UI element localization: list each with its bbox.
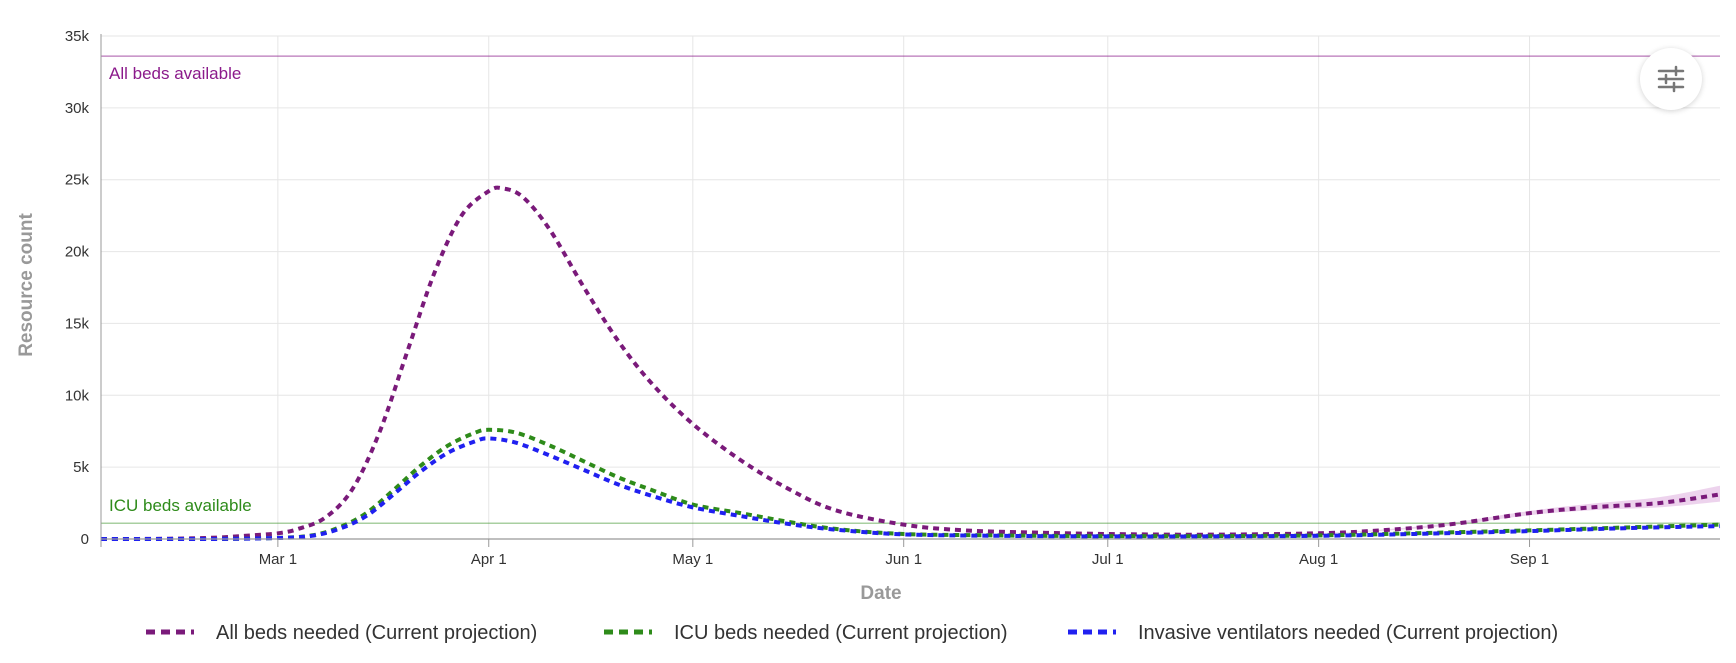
series-line-1: [100, 185, 1721, 541]
y-tick-label: 0: [81, 531, 89, 548]
y-tick-label: 5k: [73, 459, 89, 476]
y-tick-label: 30k: [65, 100, 90, 117]
legend: All beds needed (Current projection) ICU …: [146, 622, 1558, 644]
reference-line-label: All beds available: [109, 64, 241, 83]
series-line-3: [100, 436, 1721, 541]
y-axis-title: Resource count: [16, 213, 37, 357]
reference-line-label: ICU beds available: [109, 496, 252, 515]
x-tick-label: May 1: [672, 551, 713, 568]
reference-lines: All beds available ICU beds available: [101, 55, 1720, 524]
axes: 0 5k 10k 15k 20k 25k 30k 35k Mar 1 Apr 1 May 1 Jun …: [65, 28, 1720, 568]
y-tick-label: 25k: [65, 172, 90, 189]
y-tick-label: 35k: [65, 28, 90, 45]
y-tick-label: 10k: [65, 387, 90, 404]
x-tick-label: Apr 1: [471, 551, 507, 568]
sliders-icon: [1657, 65, 1685, 93]
chart-settings-button[interactable]: [1640, 48, 1702, 110]
y-tick-label: 20k: [65, 244, 90, 261]
legend-item-label[interactable]: ICU beds needed (Current projection): [674, 622, 1008, 644]
legend-item-label[interactable]: All beds needed (Current projection): [216, 622, 537, 644]
x-tick-label: Sep 1: [1510, 551, 1549, 568]
series-lines: [100, 185, 1721, 541]
uncertainty-bands: [101, 187, 1720, 539]
x-tick-label: Aug 1: [1299, 551, 1338, 568]
grid: [101, 35, 1720, 539]
x-tick-label: Jul 1: [1092, 551, 1124, 568]
x-tick-label: Jun 1: [885, 551, 922, 568]
x-axis-title: Date: [860, 583, 901, 604]
y-tick-label: 15k: [65, 315, 90, 332]
uncertainty-band: [101, 187, 1720, 539]
legend-item-label[interactable]: Invasive ventilators needed (Current pro…: [1138, 622, 1558, 644]
x-tick-label: Mar 1: [259, 551, 297, 568]
